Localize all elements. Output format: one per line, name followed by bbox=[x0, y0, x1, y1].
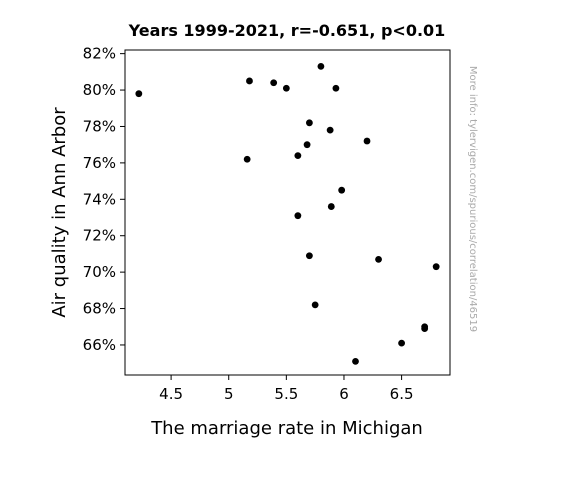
data-point bbox=[294, 212, 302, 220]
x-axis: 4.5 5 5.5 6 6.5 bbox=[159, 375, 414, 403]
data-point bbox=[338, 186, 346, 194]
y-axis: 66% 68% 70% 72% 74% 76% 78% 80% 82% bbox=[83, 45, 125, 354]
y-tick-label: 72% bbox=[83, 227, 116, 245]
data-point bbox=[294, 152, 302, 160]
x-axis-label: The marriage rate in Michigan bbox=[150, 418, 423, 439]
source-watermark: More info: tylervigen.com/spurious/corre… bbox=[467, 66, 478, 332]
data-point bbox=[326, 126, 334, 134]
data-point bbox=[303, 141, 311, 149]
y-tick-label: 68% bbox=[83, 300, 116, 318]
data-point bbox=[317, 62, 325, 70]
data-point bbox=[375, 255, 382, 263]
data-point bbox=[282, 84, 290, 92]
y-tick-label: 80% bbox=[83, 81, 116, 99]
chart-title: Years 1999-2021, r=-0.651, p<0.01 bbox=[128, 21, 446, 40]
y-axis-label: Air quality in Ann Arbor bbox=[49, 107, 70, 318]
x-tick-label: 5 bbox=[224, 385, 234, 403]
data-point bbox=[246, 77, 253, 85]
y-tick-label: 70% bbox=[83, 263, 116, 281]
y-tick-label: 66% bbox=[83, 336, 116, 354]
y-tick-label: 76% bbox=[83, 154, 116, 172]
y-tick-label: 82% bbox=[83, 45, 116, 63]
plot-area bbox=[124, 49, 451, 376]
data-point bbox=[305, 252, 313, 260]
data-point bbox=[305, 119, 313, 127]
data-point bbox=[332, 84, 340, 92]
data-point bbox=[270, 79, 278, 87]
x-tick-label: 6 bbox=[339, 385, 349, 403]
data-point bbox=[432, 263, 440, 271]
data-point bbox=[311, 301, 319, 309]
data-point bbox=[327, 203, 335, 210]
data-point bbox=[363, 137, 371, 145]
x-tick-label: 4.5 bbox=[159, 385, 183, 403]
data-point bbox=[135, 90, 143, 98]
y-tick-label: 74% bbox=[83, 190, 116, 208]
data-points bbox=[135, 62, 440, 365]
data-point bbox=[352, 357, 359, 365]
data-point bbox=[398, 339, 405, 347]
data-point bbox=[243, 155, 251, 163]
data-point bbox=[421, 325, 429, 332]
y-tick-label: 78% bbox=[83, 117, 116, 135]
x-tick-label: 5.5 bbox=[274, 385, 298, 403]
x-tick-label: 6.5 bbox=[390, 385, 414, 403]
